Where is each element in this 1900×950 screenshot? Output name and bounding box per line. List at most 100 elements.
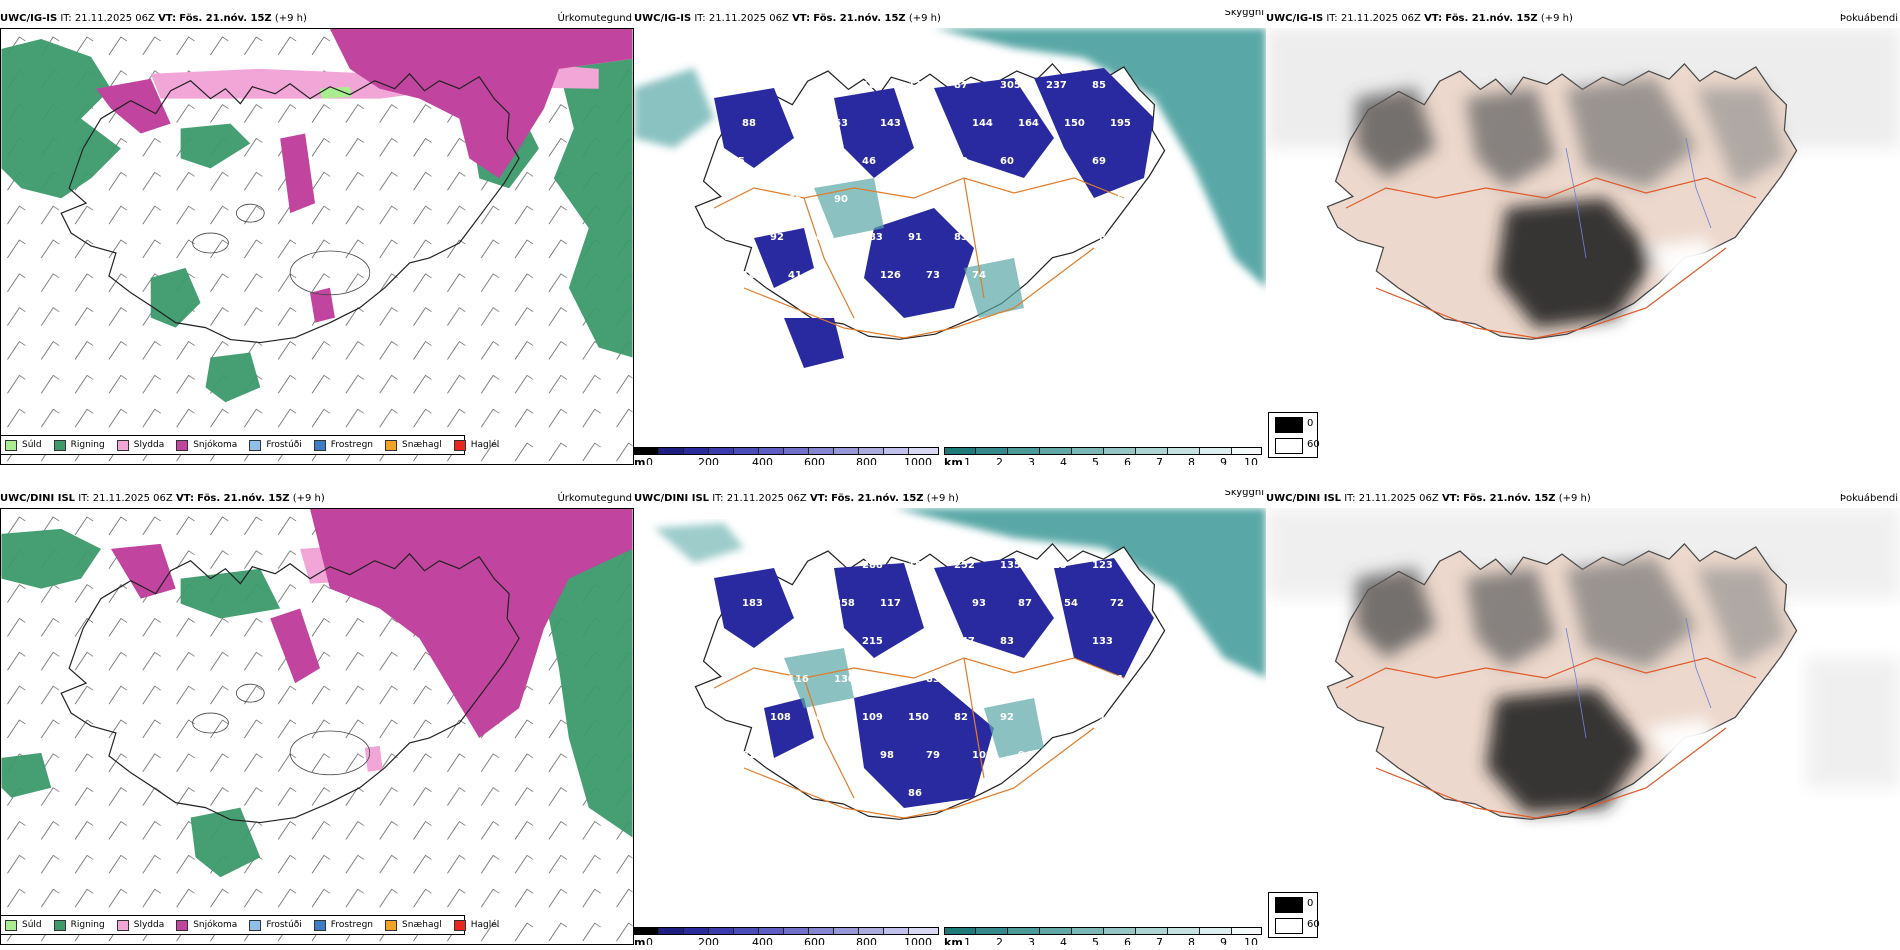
cloud-base-label: 126 [816,788,837,799]
snow-area-north1 [96,78,171,134]
colorbar-tick: 1 [964,936,971,945]
legend-swatch [249,439,262,451]
cloud-base-colorbar: m 0 200 400 600 800 1000 [634,447,939,465]
legend-item: Haglél [453,919,499,931]
cloud-base-label: 135 [1000,560,1021,571]
cloud-base-label: 98 [880,750,894,761]
colorbar-tick: 600 [804,936,825,945]
cloud-base-label: 64 [816,232,830,243]
rivers [1565,137,1712,259]
cloud-base-label: 150 [1064,118,1085,129]
cloud-base-label: 305 [1000,80,1021,91]
cloud-base-label: 215 [862,636,883,647]
cloud-base-label: 95 [724,636,738,647]
cloud-visibility-map: 736 783 484 288 180 252 135 225 123 183 102 258 117 1… [654,508,1266,820]
cloud-base-label: 92 [770,232,784,243]
cloud-base-label: 52 [908,156,922,167]
colorbar-tick: 1000 [904,936,932,945]
panel-header: UWC/DINI ISL IT: 21.11.2025 06Z VT: Fös.… [634,493,959,504]
cloud-base-label: 54 [1064,598,1078,609]
colorbar-unit: m [634,936,646,945]
colorbar-tick: 400 [752,456,773,465]
cloud-base-label: 83 [1000,636,1014,647]
cloud-base-label: 107 [862,80,883,91]
legend-swatch [249,919,262,931]
colorbar-tick: 800 [856,456,877,465]
legend-swatch [1275,897,1303,913]
fog-index-title: Þokuábendi [1839,493,1898,504]
cloud-base-label: 77 [1064,270,1078,281]
legend-item: Frostregn [313,919,373,931]
cloud-base-label: 46 [862,156,876,167]
cloud-base-label: 117 [880,598,901,609]
legend-swatch [1275,438,1303,454]
fog-index-map [1266,28,1900,340]
colorbar-tick: 6 [1124,456,1131,465]
cloud-base-label: 180 [908,560,929,571]
rain-area-southwest [150,267,201,328]
precip-type-legend: Súld Rigning Slydda Snjókoma Frostúði Fr… [0,915,499,935]
colorbar-tick: 4 [1060,456,1067,465]
colorbar-tick: 200 [698,456,719,465]
cloud-visibility-map: 676 383 152 107 125 87 305 237 85 88 66 63 143 43 144 1… [634,28,1266,368]
legend-swatch [385,919,398,931]
rain-area-east [538,548,633,838]
cloud-base-label: 84 [834,750,848,761]
cloud-visibility-panel-row1: UWC/IG-IS IT: 21.11.2025 06Z VT: Fös. 21… [634,10,1266,465]
legend-swatch [116,919,129,931]
roads [713,657,1125,819]
colorbar-tick: 3 [1028,456,1035,465]
panel-header: UWC/IG-IS IT: 21.11.2025 06Z VT: Fös. 21… [0,13,307,24]
cloud-base-label: 109 [862,712,883,723]
fog-index-panel-row1: UWC/IG-IS IT: 21.11.2025 06Z VT: Fös. 21… [1266,10,1900,465]
cloud-base-label: 143 [880,118,901,129]
colorbar-tick: 7 [1156,456,1163,465]
cloud-visibility-panel-row2: UWC/DINI ISL IT: 21.11.2025 06Z VT: Fös.… [634,490,1266,945]
legend-item: Snæhagl [385,919,442,931]
legend-swatch [453,919,466,931]
panel-header: UWC/IG-IS IT: 21.11.2025 06Z VT: Fös. 21… [634,13,941,24]
cloud-base-label: 383 [770,80,791,91]
rain-area-west [1,38,121,199]
cloud-base-label: 83 [954,232,968,243]
legend-swatch [1275,918,1303,934]
legend-item: Rigning [53,919,105,931]
cloud-base-label: 68 [724,712,738,723]
colorbar-tick: 1000 [904,456,932,465]
snow-area-north2 [280,133,316,214]
low-visibility-land [784,648,1044,758]
legend-item: Haglél [453,439,499,451]
colorbar-tick: 1 [964,456,971,465]
cloud-base-label: 108 [862,788,883,799]
legend-label: 60 [1307,919,1320,930]
fog-index-legend: 0 60 [1268,412,1320,458]
cloud-base-label: 86 [1046,712,1060,723]
cloud-base-label: 69 [1092,156,1106,167]
colorbar-tick: 0 [646,936,653,945]
cloud-base-label: 147 [954,636,975,647]
legend-item: Snjókoma [176,919,237,931]
legend-item: Súld [5,439,42,451]
cloud-base-label: 93 [972,598,986,609]
cloud-base-label: 41 [788,270,802,281]
cloud-base-label: 64 [816,712,830,723]
cloud-base-label: 109 [724,788,745,799]
cloud-base-label: 208 [908,636,929,647]
rain-area-south [190,807,261,878]
precip-type-legend: Súld Rigning Slydda Snjókoma Frostúði Fr… [0,435,499,455]
rain-area-north [180,568,281,619]
cloud-base-label: 73 [1046,156,1060,167]
legend-item: Rigning [53,439,105,451]
cloud-base-label: 183 [742,598,763,609]
low-visibility-west [634,68,714,148]
colorbar-tick: 200 [698,936,719,945]
legend-swatch [453,439,466,451]
cloud-base-label: 74 [1110,750,1124,761]
colorbar-tick: 8 [1188,936,1195,945]
legend-item: Súld [5,919,42,931]
cloud-base-label: 144 [972,118,993,129]
cloud-base-label: 237 [1046,80,1067,91]
colorbar-tick: 400 [752,936,773,945]
panel-header: UWC/IG-IS IT: 21.11.2025 06Z VT: Fös. 21… [1266,13,1573,24]
fog-index-panel-row2: UWC/DINI ISL IT: 21.11.2025 06Z VT: Fös.… [1266,490,1900,945]
